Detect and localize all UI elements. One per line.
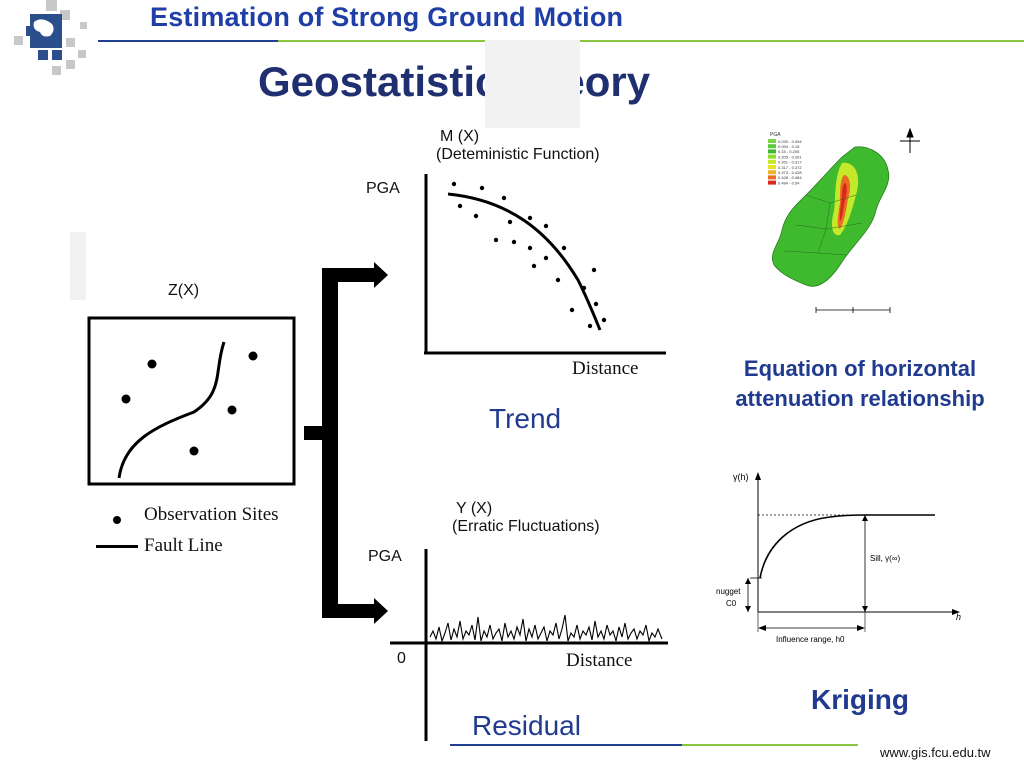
range-label: Influence range, h0 [776, 635, 845, 644]
trend-caption: Trend [489, 403, 562, 434]
footer-divider-blue [450, 744, 682, 746]
variogram-caption: Kriging [811, 684, 909, 715]
trend-title-2: (Deteministic Function) [436, 146, 600, 163]
nugget-c0-label: C0 [726, 599, 737, 608]
legend-row-label: 0.373 - 0.428 [778, 170, 802, 175]
arrow-up-head [374, 262, 388, 288]
legend-swatch [768, 154, 776, 159]
map-core-zone [839, 183, 847, 221]
map-caption-line2: attenuation relationship [735, 386, 985, 411]
legend-swatch [768, 149, 776, 154]
legend-swatch [768, 165, 776, 169]
legend-row-label: 0.205 - 0.261 [778, 154, 802, 159]
residual-title-1: Y (X) [456, 500, 493, 517]
bracket-bar [322, 268, 338, 618]
observation-site [248, 351, 258, 361]
map-boundaries [783, 194, 863, 256]
residual-ylabel: PGA [368, 548, 402, 565]
sill-label: Sill, γ(∞) [870, 554, 900, 563]
residual-caption: Residual [472, 710, 581, 741]
variogram-xlabel: h [956, 612, 961, 622]
legend-swatch [768, 175, 776, 180]
legend-row-label: 0.030 - 0.094 [778, 139, 802, 144]
zx-panel [87, 316, 296, 486]
legend-row-label: 0.484 - 0.54 [778, 180, 800, 185]
trend-xlabel: Distance [572, 358, 639, 379]
residual-plot [390, 549, 668, 741]
zx-frame [87, 316, 296, 486]
header-divider-blue [98, 40, 278, 42]
north-arrow-icon [900, 127, 920, 153]
map-caption: Equation of horizontal attenuation relat… [700, 354, 1020, 414]
logo [8, 0, 98, 90]
residual-title-2: (Erratic Fluctuations) [452, 518, 600, 535]
legend-fault-marker [96, 545, 138, 548]
trend-title-1: M (X) [440, 128, 480, 145]
legend-row-label: 0.428 - 0.484 [778, 175, 802, 180]
legend-swatch [768, 144, 776, 149]
trend-curve [447, 192, 602, 331]
watermark-block-left [70, 232, 86, 300]
legend-fault-label: Fault Line [144, 535, 223, 556]
zx-label: Z(X) [168, 282, 200, 299]
header-divider-green [278, 40, 1024, 42]
residual-zero-label: 0 [397, 650, 406, 667]
residual-xlabel: Distance [566, 650, 633, 671]
observation-site [227, 405, 237, 415]
legend-swatch [768, 139, 776, 143]
fault-line [117, 341, 226, 479]
logo-graphic [14, 0, 87, 75]
trend-ylabel: PGA [366, 180, 400, 197]
footer-url: www.gis.fcu.edu.tw [880, 745, 991, 760]
observation-site [189, 446, 199, 456]
decomposition-arrows [304, 262, 388, 624]
legend-swatch [768, 180, 776, 185]
residual-noise [429, 614, 663, 644]
map-legend-title: PGA [770, 132, 781, 138]
legend-sites-label: Observation Sites [144, 504, 279, 525]
legend-row-label: 0.15 - 0.205 [778, 149, 800, 154]
legend-site-marker [113, 516, 121, 524]
trend-scatter [451, 181, 607, 329]
watermark-block [485, 40, 580, 128]
variogram-chart: γ(h) h Sill, γ(∞) nugget C0 Influence ra… [716, 472, 961, 644]
bracket-stem [304, 426, 324, 440]
nugget-label: nugget [716, 587, 741, 596]
taiwan-map-shape [772, 146, 890, 287]
legend-row-label: 0.261 - 0.317 [778, 160, 802, 165]
variogram-curve [759, 514, 935, 579]
trend-plot [424, 174, 666, 355]
arrow-down-head [374, 598, 388, 624]
map-caption-line1: Equation of horizontal [743, 356, 977, 381]
legend-row-label: 0.094 - 0.15 [778, 144, 800, 149]
variogram-ylabel: γ(h) [733, 472, 749, 482]
observation-site [147, 359, 157, 369]
footer-divider-green [682, 744, 858, 746]
legend-swatch [768, 170, 776, 175]
map-scale-bar [815, 307, 891, 313]
slide-title: Geostatistic Theory [258, 58, 651, 105]
observation-site [121, 394, 131, 404]
legend-row-label: 0.317 - 0.372 [778, 165, 802, 170]
header-title: Estimation of Strong Ground Motion [150, 2, 624, 32]
legend-swatch [768, 159, 776, 164]
